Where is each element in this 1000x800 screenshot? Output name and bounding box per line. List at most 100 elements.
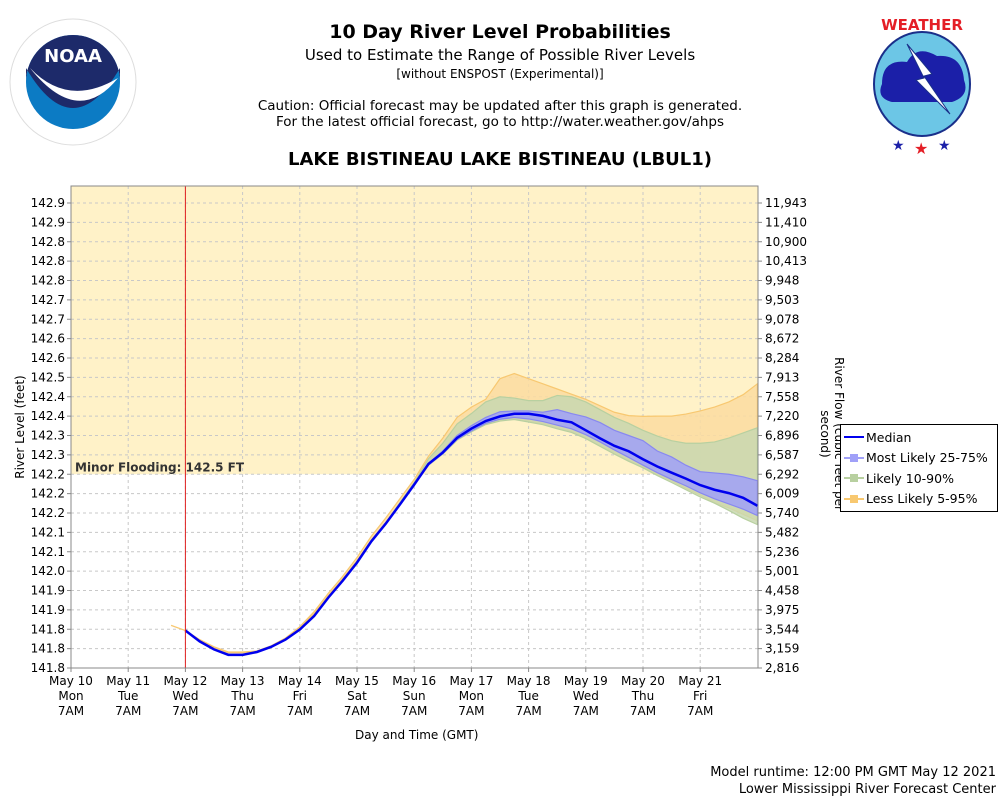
- caution-text: Caution: Official forecast may be update…: [257, 98, 743, 114]
- x-tick-label: May 20: [621, 674, 665, 688]
- x-tick-label: 7AM: [344, 704, 370, 718]
- y2-tick-label: 8,284: [765, 351, 799, 365]
- lightning-icon: [906, 43, 951, 115]
- y-tick-label: 142.2: [31, 467, 65, 481]
- legend-band-swatch: [844, 493, 864, 505]
- caution-link-text: For the latest official forecast, go to …: [275, 114, 725, 130]
- y2-tick-label: 7,558: [765, 390, 799, 404]
- y2-tick-label: 5,001: [765, 564, 799, 578]
- x-tick-label: Sun: [403, 689, 426, 703]
- y-tick-label: 141.9: [31, 603, 65, 617]
- y2-tick-label: 11,943: [765, 196, 807, 210]
- x-tick-label: Thu: [631, 689, 655, 703]
- y2-tick-label: 4,458: [765, 584, 799, 598]
- x-tick-label: 7AM: [172, 704, 198, 718]
- x-tick-label: May 17: [449, 674, 493, 688]
- y2-tick-label: 6,587: [765, 448, 799, 462]
- y2-tick-label: 6,292: [765, 467, 799, 481]
- flood-stage-label: Minor Flooding: 142.5 FT: [75, 460, 245, 474]
- x-tick-label: May 21: [678, 674, 722, 688]
- x-tick-label: 7AM: [687, 704, 713, 718]
- y-tick-label: 142.3: [31, 429, 65, 443]
- nws-logo: WEATHER ★ ★ ★: [873, 16, 971, 158]
- y-tick-label: 142.2: [31, 506, 65, 520]
- x-tick-label: 7AM: [515, 704, 541, 718]
- y-tick-label: 141.8: [31, 661, 65, 675]
- y2-tick-label: 6,009: [765, 487, 799, 501]
- y2-tick-label: 3,159: [765, 642, 799, 656]
- y-tick-label: 142.1: [31, 545, 65, 559]
- x-tick-label: May 19: [564, 674, 608, 688]
- y-axis-label: River Level (feet): [13, 375, 27, 479]
- y-tick-label: 142.3: [31, 448, 65, 462]
- y2-tick-label: 8,672: [765, 332, 799, 346]
- svg-text:WEATHER: WEATHER: [881, 16, 963, 34]
- model-runtime: Model runtime: 12:00 PM GMT May 12 2021: [710, 765, 996, 780]
- x-tick-label: May 12: [163, 674, 207, 688]
- legend-item-5-95: Less Likely 5-95%: [841, 489, 997, 510]
- x-tick-label: May 18: [507, 674, 551, 688]
- x-tick-label: Fri: [693, 689, 707, 703]
- y2-tick-label: 7,220: [765, 409, 799, 423]
- y2-tick-label: 3,975: [765, 603, 799, 617]
- x-tick-label: Tue: [117, 689, 139, 703]
- x-tick-label: Mon: [459, 689, 484, 703]
- x-tick-label: Wed: [172, 689, 198, 703]
- star-icon: ★: [938, 138, 951, 154]
- legend-line-swatch: [844, 431, 864, 443]
- chart-legend: Median Most Likely 25-75% Likely 10-90% …: [840, 424, 998, 512]
- y2-tick-label: 9,503: [765, 293, 799, 307]
- plot-frame: [70, 185, 759, 669]
- x-tick-label: 7AM: [573, 704, 599, 718]
- legend-band-swatch: [844, 452, 864, 464]
- y2-tick-label: 5,236: [765, 545, 799, 559]
- x-tick-label: May 11: [106, 674, 150, 688]
- y-tick-label: 142.8: [31, 254, 65, 268]
- chart-title: 10 Day River Level Probabilities: [329, 21, 671, 43]
- y-tick-label: 142.5: [31, 370, 65, 384]
- y2-tick-label: 9,948: [765, 274, 799, 288]
- y2-tick-label: 6,896: [765, 429, 799, 443]
- x-tick-label: 7AM: [115, 704, 141, 718]
- x-tick-label: May 13: [221, 674, 265, 688]
- star-icon: ★: [914, 139, 928, 158]
- y2-tick-label: 7,913: [765, 370, 799, 384]
- x-axis-label: Day and Time (GMT): [355, 728, 479, 742]
- x-tick-label: Thu: [230, 689, 254, 703]
- x-tick-label: May 16: [392, 674, 436, 688]
- legend-item-median: Median: [841, 427, 997, 448]
- y2-tick-label: 9,078: [765, 312, 799, 326]
- y-tick-label: 142.9: [31, 215, 65, 229]
- chart-subtitle: Used to Estimate the Range of Possible R…: [304, 46, 696, 64]
- x-tick-label: 7AM: [458, 704, 484, 718]
- y-tick-label: 141.9: [31, 584, 65, 598]
- y-tick-label: 142.1: [31, 525, 65, 539]
- y2-tick-label: 5,740: [765, 506, 799, 520]
- y2-tick-label: 10,413: [765, 254, 807, 268]
- y-tick-label: 142.6: [31, 351, 65, 365]
- x-tick-label: Sat: [347, 689, 367, 703]
- y2-tick-label: 10,900: [765, 235, 807, 249]
- chart-subtitle-2: [without ENSPOST (Experimental)]: [396, 67, 604, 81]
- station-name: LAKE BISTINEAU LAKE BISTINEAU (LBUL1): [287, 149, 713, 170]
- x-tick-label: 7AM: [630, 704, 656, 718]
- noaa-bird-icon: [30, 68, 118, 101]
- noaa-logo-text: NOAA: [44, 46, 102, 67]
- y-tick-label: 142.7: [31, 312, 65, 326]
- y-tick-label: 142.2: [31, 487, 65, 501]
- x-tick-label: Wed: [573, 689, 599, 703]
- x-tick-label: May 14: [278, 674, 322, 688]
- x-tick-label: May 10: [49, 674, 93, 688]
- median-line: [184, 412, 759, 657]
- y-tick-label: 142.4: [31, 390, 65, 404]
- y-tick-label: 142.6: [31, 332, 65, 346]
- x-tick-label: 7AM: [58, 704, 84, 718]
- x-tick-label: Fri: [293, 689, 307, 703]
- x-tick-label: 7AM: [401, 704, 427, 718]
- y-tick-label: 142.8: [31, 274, 65, 288]
- star-icon: ★: [892, 138, 905, 154]
- y-tick-label: 142.8: [31, 235, 65, 249]
- y2-tick-label: 2,816: [765, 661, 799, 675]
- noaa-logo: NOAA: [9, 18, 137, 146]
